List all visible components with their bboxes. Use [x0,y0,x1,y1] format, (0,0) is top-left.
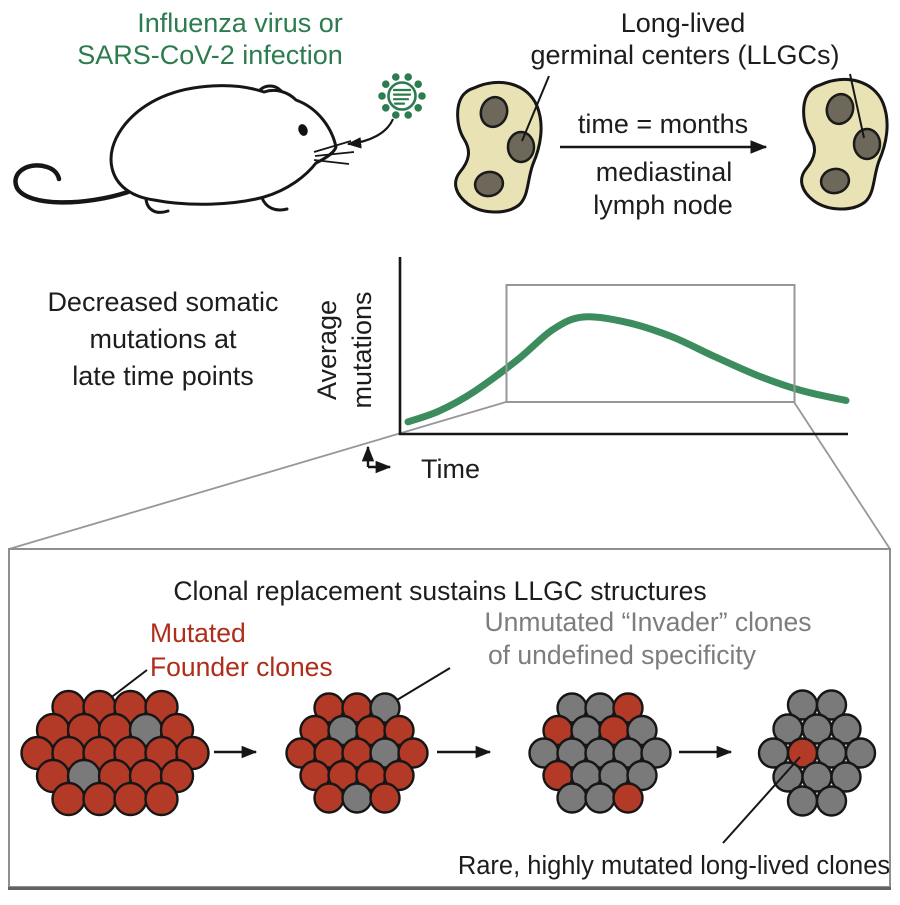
virus-genome-lines [392,88,412,105]
infection-title-line2: SARS-CoV-2 infection [77,40,343,70]
invader-clone-cell [556,782,588,814]
virus-to-mouse-arrow [346,118,395,149]
lymph-node-late [800,77,889,211]
invader-clone-cell [830,761,862,793]
founder-clone-cell [82,781,117,817]
x-axis-label: Time [421,454,480,484]
infection-section: Influenza virus or SARS-CoV-2 infection [13,8,426,214]
mouse-eye [298,124,308,136]
founder-clone-cell [369,782,401,814]
virus-capsid [387,81,417,111]
y-axis-label-line1: Average [312,300,342,400]
zoom-highlight-box [505,284,796,403]
panel-title: Clonal replacement sustains LLGC structu… [173,576,706,606]
llgc-section: Long-lived germinal centers (LLGCs) time… [454,8,889,220]
invader-clone-cell [830,713,862,745]
invader-label-line2: of undefined specificity [488,640,757,670]
chart-caption-line2: mutations at [89,324,237,354]
mouse-illustration [13,84,355,214]
gc-cluster [285,692,429,814]
founder-label-line1: Mutated [150,618,246,648]
panel-border [8,548,891,888]
invader-clone-cell [584,782,616,814]
invader-label-line1: Unmutated “Invader” clones [485,607,812,637]
invader-clone-cell [786,785,819,817]
invader-clone-cell [815,785,848,817]
gc-cluster [528,692,672,814]
founder-clone-cell [51,781,86,817]
llgc-title-line1: Long-lived [621,8,746,38]
mouse-front-foot [260,196,289,212]
mouse-body [109,84,338,206]
founder-clone-cell [397,737,429,769]
rare-clone-leader-line [722,756,801,844]
chart-axes [398,257,848,436]
magnifier-line-right [793,401,891,550]
lymph-node-early [454,80,543,214]
y-axis-label-line2: mutations [347,291,377,408]
founder-clone-cell [612,692,644,724]
gc-cluster [757,689,877,817]
chart-caption-line1: Decreased somatic [47,287,278,317]
founder-label-line2: Founder clones [150,652,333,682]
llgc-title-line2: germinal centers (LLGCs) [530,40,839,70]
chart-caption-line3: late time points [72,361,254,391]
invader-clone-cell [626,759,658,792]
gc-clusters [20,689,877,817]
mouse-whiskers [313,140,355,165]
infection-title-line1: Influenza virus or [137,8,343,38]
magnifier-line-left [8,401,507,550]
founder-clone-cell [383,759,415,792]
invader-clone-cell [815,689,848,721]
founder-clone-cell [113,781,148,817]
invader-clone-cell [369,692,401,724]
virus-icon [378,73,426,119]
llgc-leader-right [849,73,865,139]
mediastinal-label: mediastinal [596,157,733,187]
llgc-leader-left [521,75,550,142]
invader-clone-cell [626,714,658,747]
invader-clone-cell [341,782,373,814]
mouse-tail [13,163,131,205]
time-months-label: time = months [578,109,748,139]
clonal-replacement-panel: Clonal replacement sustains LLGC structu… [8,548,891,890]
founder-clone-cell [612,782,644,814]
invader-clone-cell [640,737,672,769]
lymph-node-label: lymph node [593,190,733,220]
virus-spikes [378,73,426,119]
mutations-chart-section: Decreased somatic mutations at late time… [8,257,891,550]
mutation-curve [404,313,850,426]
gc-cluster [20,689,210,817]
founder-clone-cell [383,714,415,747]
invader-clone-cell [844,737,877,769]
founder-clone-cell [144,781,179,817]
founder-clone-cell [313,782,345,814]
mouse-hind-foot [144,197,170,214]
rare-clone-label: Rare, highly mutated long-lived clones [458,852,890,880]
